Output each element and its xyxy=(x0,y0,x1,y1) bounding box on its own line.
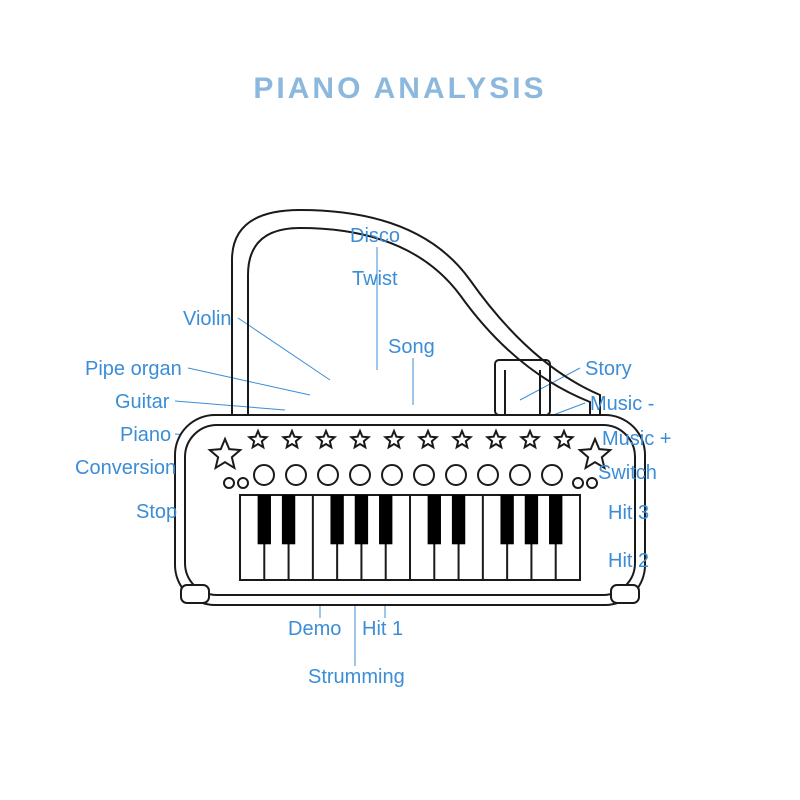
label-right-1: Music - xyxy=(590,393,654,416)
label-bottom-2: Strumming xyxy=(308,666,405,689)
label-bottom-0: Demo xyxy=(288,618,341,641)
label-right-3: Switch xyxy=(598,462,657,485)
label-left-5: Stop xyxy=(136,501,177,524)
label-left-3: Piano xyxy=(120,424,171,447)
label-right-4: Hit 3 xyxy=(608,502,649,525)
label-top-1: Twist xyxy=(352,268,398,291)
label-right-2: Music + xyxy=(602,428,671,451)
label-left-2: Guitar xyxy=(115,391,169,414)
label-left-1: Pipe organ xyxy=(85,358,182,381)
label-top-2: Song xyxy=(388,336,435,359)
label-left-4: Conversion xyxy=(75,457,176,480)
label-right-0: Story xyxy=(585,358,632,381)
label-top-0: Disco xyxy=(350,225,400,248)
label-left-0: Violin xyxy=(183,308,232,331)
label-right-5: Hit 2 xyxy=(608,550,649,573)
label-bottom-1: Hit 1 xyxy=(362,618,403,641)
